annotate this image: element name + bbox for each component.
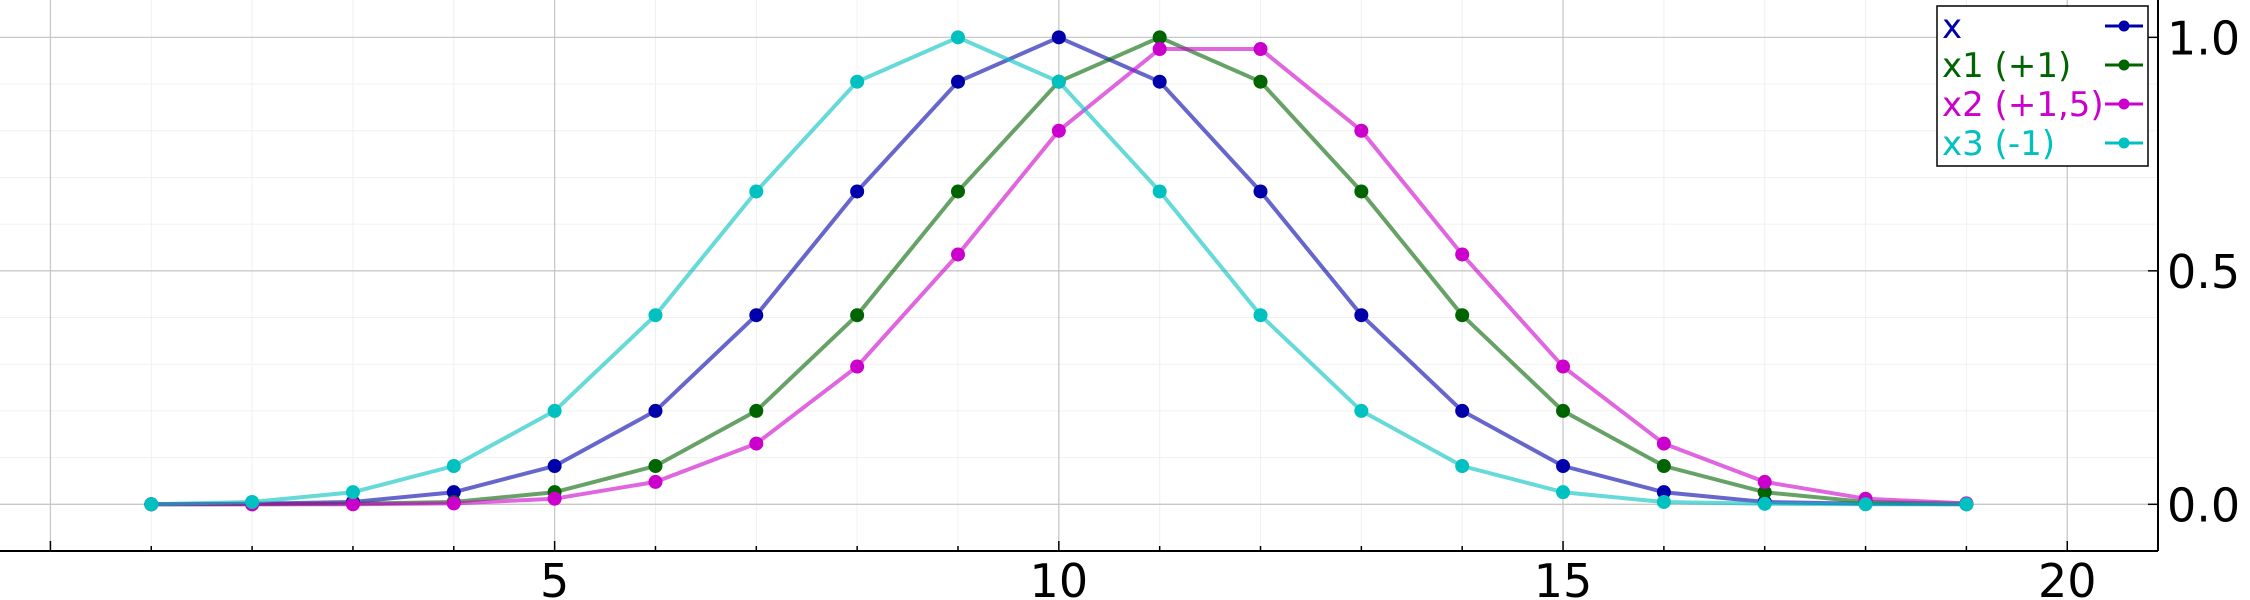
data-point xyxy=(547,459,562,474)
legend-label: x1 (+1) xyxy=(1942,46,2071,86)
data-point xyxy=(749,436,764,451)
data-point xyxy=(547,491,562,506)
data-point xyxy=(648,459,663,474)
series-4 xyxy=(144,30,1974,512)
tick-labels: 5 10 15 20 0.0 0.5 1.0 xyxy=(540,11,2240,600)
data-point xyxy=(1455,403,1470,418)
data-point xyxy=(1051,123,1066,138)
legend-swatch-marker xyxy=(2118,137,2130,149)
data-point xyxy=(1354,123,1369,138)
series-3 xyxy=(144,42,1974,512)
data-point xyxy=(1656,494,1671,509)
data-point xyxy=(1455,459,1470,474)
data-point xyxy=(1051,74,1066,89)
data-point xyxy=(1354,403,1369,418)
data-point xyxy=(749,308,764,323)
y-tick-label: 0.5 xyxy=(2167,245,2240,299)
data-point xyxy=(1455,247,1470,262)
x-tick-label: 5 xyxy=(540,554,569,600)
data-point xyxy=(345,497,360,512)
series-1 xyxy=(144,30,1974,512)
series-layer xyxy=(144,30,1974,512)
data-point xyxy=(1556,359,1571,374)
legend-swatch-marker xyxy=(2118,20,2130,32)
legend-box xyxy=(1936,5,2149,167)
data-point xyxy=(1152,74,1167,89)
data-point xyxy=(1656,459,1671,474)
x-tick-label: 15 xyxy=(1534,554,1593,600)
data-point xyxy=(446,496,461,511)
major-grid xyxy=(0,0,2158,551)
data-point xyxy=(1354,184,1369,199)
legend-swatch-marker xyxy=(2118,59,2130,71)
minor-grid xyxy=(0,0,2158,552)
data-point xyxy=(1757,496,1772,511)
data-point xyxy=(547,403,562,418)
data-point xyxy=(1152,30,1167,45)
data-point xyxy=(446,459,461,474)
data-point xyxy=(1858,497,1873,512)
data-point xyxy=(850,74,865,89)
data-point xyxy=(1253,184,1268,199)
axes xyxy=(0,0,2159,552)
x-tick-label: 20 xyxy=(2038,554,2097,600)
legend-label: x3 (-1) xyxy=(1942,124,2055,164)
data-point xyxy=(950,30,965,45)
legend-label: x xyxy=(1942,7,1962,47)
data-point xyxy=(345,485,360,500)
data-point xyxy=(749,403,764,418)
data-point xyxy=(1253,308,1268,323)
data-point xyxy=(1051,30,1066,45)
data-point xyxy=(1556,459,1571,474)
data-point xyxy=(1253,74,1268,89)
data-point xyxy=(950,74,965,89)
data-point xyxy=(1959,497,1974,512)
data-point xyxy=(1556,403,1571,418)
data-point xyxy=(1656,485,1671,500)
data-point xyxy=(850,184,865,199)
data-point xyxy=(749,184,764,199)
data-point xyxy=(1757,474,1772,489)
data-point xyxy=(648,403,663,418)
legend: xx1 (+1)x2 (+1,5)x3 (-1) xyxy=(1936,5,2149,167)
data-point xyxy=(1757,485,1772,500)
data-point xyxy=(245,494,260,509)
data-point xyxy=(1354,308,1369,323)
legend-swatch-marker xyxy=(2118,98,2130,110)
y-tick-label: 0.0 xyxy=(2167,478,2240,532)
data-point xyxy=(144,497,159,512)
legend-label: x2 (+1,5) xyxy=(1942,85,2104,125)
data-point xyxy=(850,308,865,323)
data-point xyxy=(1656,436,1671,451)
data-point xyxy=(446,485,461,500)
data-point xyxy=(1253,42,1268,57)
data-point xyxy=(950,184,965,199)
data-point xyxy=(1455,308,1470,323)
data-point xyxy=(1556,485,1571,500)
data-point xyxy=(1152,184,1167,199)
data-point xyxy=(1152,42,1167,57)
x-tick-label: 10 xyxy=(1030,554,1089,600)
data-point xyxy=(850,359,865,374)
data-point xyxy=(648,474,663,489)
y-tick-label: 1.0 xyxy=(2167,11,2240,65)
data-point xyxy=(950,247,965,262)
data-point xyxy=(648,308,663,323)
